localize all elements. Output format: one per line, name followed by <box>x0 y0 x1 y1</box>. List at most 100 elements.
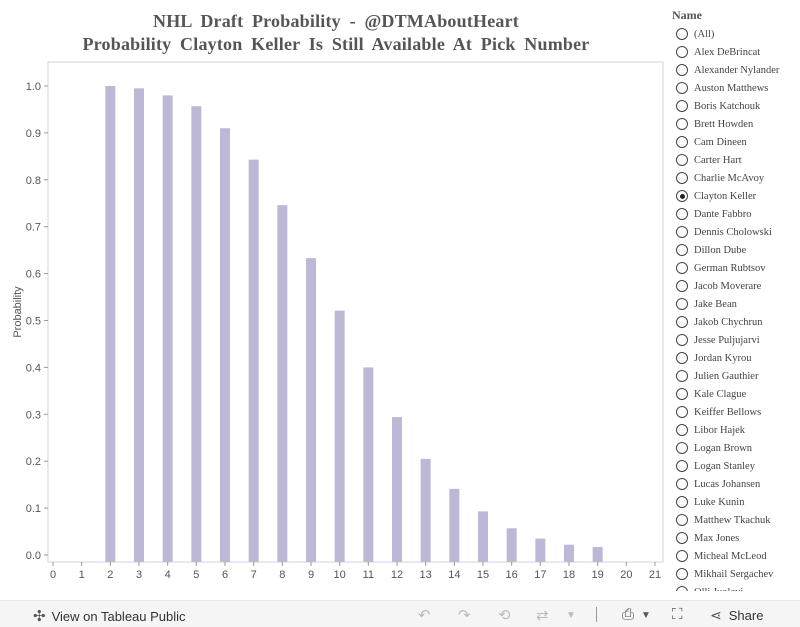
filter-option[interactable]: Logan Brown <box>672 439 800 457</box>
radio-button[interactable] <box>676 334 688 346</box>
radio-button[interactable] <box>676 244 688 256</box>
redo-icon[interactable]: ↷ <box>458 607 471 624</box>
y-tick-label: 0.8 <box>26 175 41 187</box>
radio-button[interactable] <box>676 550 688 562</box>
radio-button[interactable] <box>676 298 688 310</box>
y-tick-label: 0.2 <box>26 456 41 468</box>
filter-option[interactable]: Jake Bean <box>672 295 800 313</box>
bar <box>306 258 316 562</box>
filter-option-label: (All) <box>694 28 715 40</box>
filter-option[interactable]: Lucas Johansen <box>672 475 800 493</box>
radio-button[interactable] <box>676 208 688 220</box>
revert-icon[interactable]: ⟲ <box>498 607 511 624</box>
filter-option[interactable]: Jesse Puljujarvi <box>672 331 800 349</box>
x-tick-label: 0 <box>50 569 56 581</box>
filter-option[interactable]: Auston Matthews <box>672 79 800 97</box>
filter-option[interactable]: Matthew Tkachuk <box>672 511 800 529</box>
share-label: Share <box>728 608 764 623</box>
radio-button[interactable] <box>676 46 688 58</box>
radio-button[interactable] <box>676 460 688 472</box>
filter-option-label: Dillon Dube <box>694 244 747 256</box>
radio-button[interactable] <box>676 442 688 454</box>
radio-button[interactable] <box>676 262 688 274</box>
y-tick-label: 0.1 <box>26 503 41 515</box>
filter-option-label: Jacob Moverare <box>694 280 762 292</box>
undo-icon[interactable]: ↶ <box>418 607 431 624</box>
download-dropdown-icon[interactable]: ▼ <box>641 610 651 621</box>
x-tick-label: 17 <box>534 569 546 581</box>
view-on-tableau-link[interactable]: ✣ View on Tableau Public <box>33 607 186 625</box>
radio-button[interactable] <box>676 586 688 591</box>
filter-option-label: Jesse Puljujarvi <box>694 334 760 346</box>
radio-button[interactable] <box>676 352 688 364</box>
radio-button[interactable] <box>676 118 688 130</box>
filter-option-label: Clayton Keller <box>694 190 757 202</box>
x-tick-label: 20 <box>620 569 632 581</box>
filter-option[interactable]: (All) <box>672 25 800 43</box>
radio-button[interactable] <box>676 568 688 580</box>
radio-button[interactable] <box>676 82 688 94</box>
x-tick-label: 3 <box>136 569 142 581</box>
radio-button[interactable] <box>676 514 688 526</box>
y-tick-label: 0.4 <box>26 362 41 374</box>
filter-option[interactable]: Luke Kunin <box>672 493 800 511</box>
filter-option[interactable]: Logan Stanley <box>672 457 800 475</box>
radio-button[interactable] <box>676 388 688 400</box>
name-filter-list[interactable]: (All) Alex DeBrincat Alexander Nylander Aus… <box>672 25 800 591</box>
filter-option[interactable]: Olli Juolevi <box>672 583 800 591</box>
radio-button[interactable] <box>676 172 688 184</box>
filter-option[interactable]: Clayton Keller <box>672 187 800 205</box>
filter-option[interactable]: Carter Hart <box>672 151 800 169</box>
filter-option[interactable]: Charlie McAvoy <box>672 169 800 187</box>
filter-option[interactable]: German Rubtsov <box>672 259 800 277</box>
radio-button[interactable] <box>676 28 688 40</box>
y-tick-label: 0.0 <box>26 550 41 562</box>
filter-option[interactable]: Jacob Moverare <box>672 277 800 295</box>
filter-option[interactable]: Jakob Chychrun <box>672 313 800 331</box>
filter-option[interactable]: Alexander Nylander <box>672 61 800 79</box>
refresh-dropdown-icon[interactable]: ▼ <box>566 610 576 621</box>
x-tick-label: 21 <box>649 569 661 581</box>
filter-option[interactable]: Boris Katchouk <box>672 97 800 115</box>
radio-button[interactable] <box>676 136 688 148</box>
radio-button[interactable] <box>676 316 688 328</box>
share-icon: ⋖ <box>710 607 722 623</box>
filter-option[interactable]: Cam Dineen <box>672 133 800 151</box>
radio-button[interactable] <box>676 496 688 508</box>
download-icon[interactable]: ⎙ <box>622 606 635 623</box>
radio-button[interactable] <box>676 100 688 112</box>
filter-option[interactable]: Alex DeBrincat <box>672 43 800 61</box>
filter-option-label: Keiffer Bellows <box>694 406 762 418</box>
radio-button[interactable] <box>676 226 688 238</box>
radio-button[interactable] <box>676 64 688 76</box>
radio-button[interactable] <box>676 190 688 202</box>
filter-option[interactable]: Jordan Kyrou <box>672 349 800 367</box>
x-tick-label: 6 <box>222 569 228 581</box>
filter-option-label: Max Jones <box>694 532 740 544</box>
radio-button[interactable] <box>676 478 688 490</box>
filter-option[interactable]: Dante Fabbro <box>672 205 800 223</box>
radio-button[interactable] <box>676 370 688 382</box>
filter-option[interactable]: Keiffer Bellows <box>672 403 800 421</box>
radio-button[interactable] <box>676 532 688 544</box>
filter-option[interactable]: Micheal McLeod <box>672 547 800 565</box>
filter-option[interactable]: Libor Hajek <box>672 421 800 439</box>
bar <box>105 86 116 562</box>
radio-button[interactable] <box>676 154 688 166</box>
filter-option[interactable]: Dillon Dube <box>672 241 800 259</box>
filter-option-label: Cam Dineen <box>694 136 747 148</box>
filter-option-label: Jordan Kyrou <box>694 352 752 364</box>
filter-option[interactable]: Dennis Cholowski <box>672 223 800 241</box>
filter-option[interactable]: Julien Gauthier <box>672 367 800 385</box>
refresh-icon[interactable]: ⇄ <box>536 607 549 624</box>
bar <box>564 544 574 562</box>
filter-option[interactable]: Max Jones <box>672 529 800 547</box>
filter-option[interactable]: Brett Howden <box>672 115 800 133</box>
fullscreen-icon[interactable]: ⛶ <box>672 606 683 623</box>
radio-button[interactable] <box>676 424 688 436</box>
share-button[interactable]: ⋖ Share <box>710 607 763 624</box>
filter-option[interactable]: Kale Clague <box>672 385 800 403</box>
filter-option[interactable]: Mikhail Sergachev <box>672 565 800 583</box>
radio-button[interactable] <box>676 280 688 292</box>
radio-button[interactable] <box>676 406 688 418</box>
